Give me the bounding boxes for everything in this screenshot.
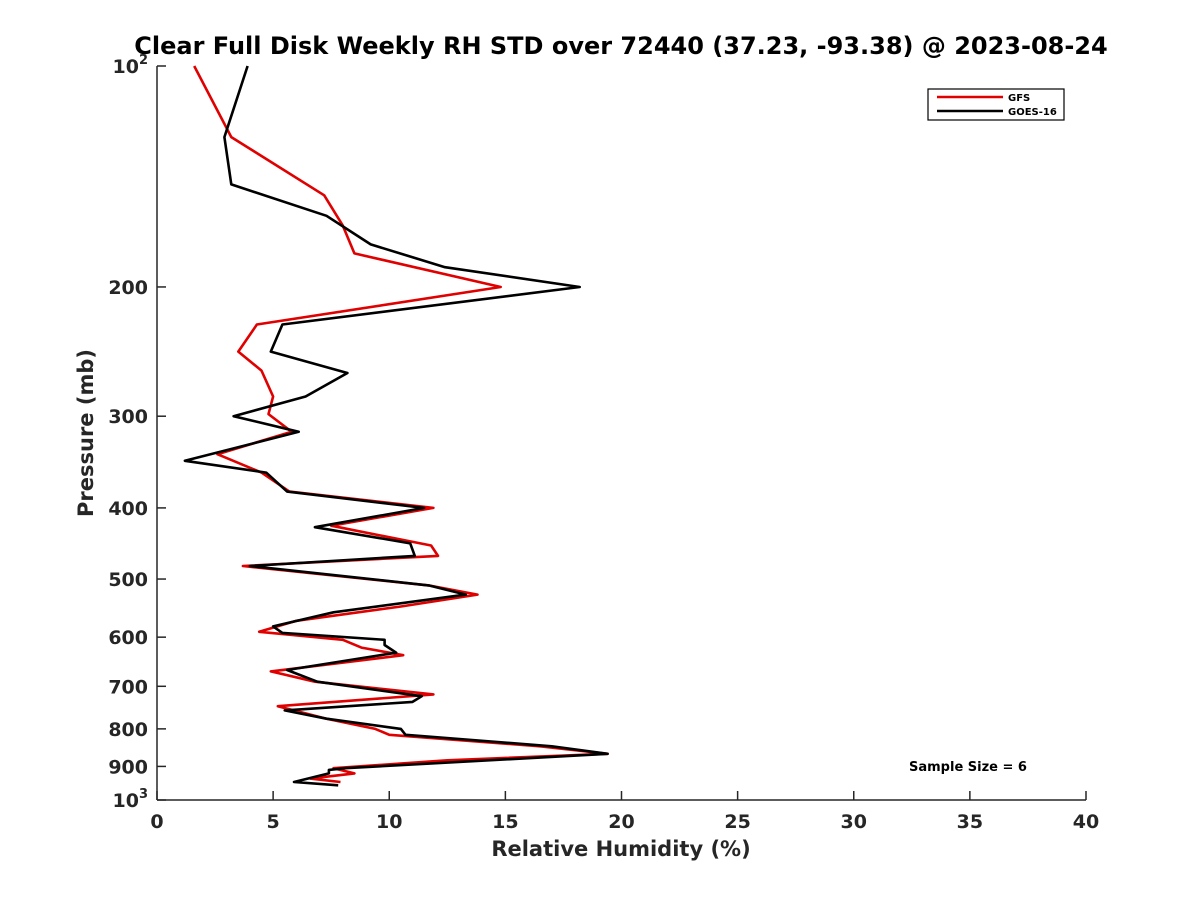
x-tick-label: 0	[150, 811, 163, 833]
x-tick-label: 15	[492, 811, 518, 833]
series-line-goes16	[183, 65, 609, 787]
legend-label-goes16: GOES-16	[1008, 107, 1057, 118]
y-tick-label: 500	[108, 569, 148, 591]
x-ticks: 0 5 10 15 20 25 30 35 40	[150, 791, 1099, 833]
y-tick-label: 600	[108, 627, 148, 649]
y-tick-label: 300	[108, 406, 148, 428]
y-tick-label: 900	[108, 756, 148, 778]
series-line-gfs	[193, 65, 609, 784]
chart-title: Clear Full Disk Weekly RH STD over 72440…	[134, 32, 1107, 60]
plot-series	[183, 65, 609, 787]
x-tick-label: 40	[1073, 811, 1099, 833]
y-tick-label: 200	[108, 277, 148, 299]
y-ticks: 102 200 300 400 500 600 700 800 900 103	[108, 53, 166, 812]
y-tick-label: 700	[108, 676, 148, 698]
y-tick-label: 102	[113, 53, 149, 78]
y-axis-label: Pressure (mb)	[74, 349, 98, 517]
x-tick-label: 5	[267, 811, 280, 833]
x-tick-label: 35	[957, 811, 983, 833]
legend-box	[927, 88, 1065, 121]
y-tick-label: 103	[113, 787, 149, 812]
legend-label-gfs: GFS	[1008, 93, 1030, 104]
x-tick-label: 30	[841, 811, 867, 833]
sample-size-annotation: Sample Size = 6	[909, 760, 1027, 775]
legend: GFS GOES-16	[927, 88, 1065, 121]
y-tick-label: 400	[108, 498, 148, 520]
x-tick-label: 25	[724, 811, 750, 833]
x-tick-label: 10	[376, 811, 402, 833]
y-tick-label: 800	[108, 719, 148, 741]
x-tick-label: 20	[608, 811, 634, 833]
x-axis-label: Relative Humidity (%)	[491, 837, 750, 861]
